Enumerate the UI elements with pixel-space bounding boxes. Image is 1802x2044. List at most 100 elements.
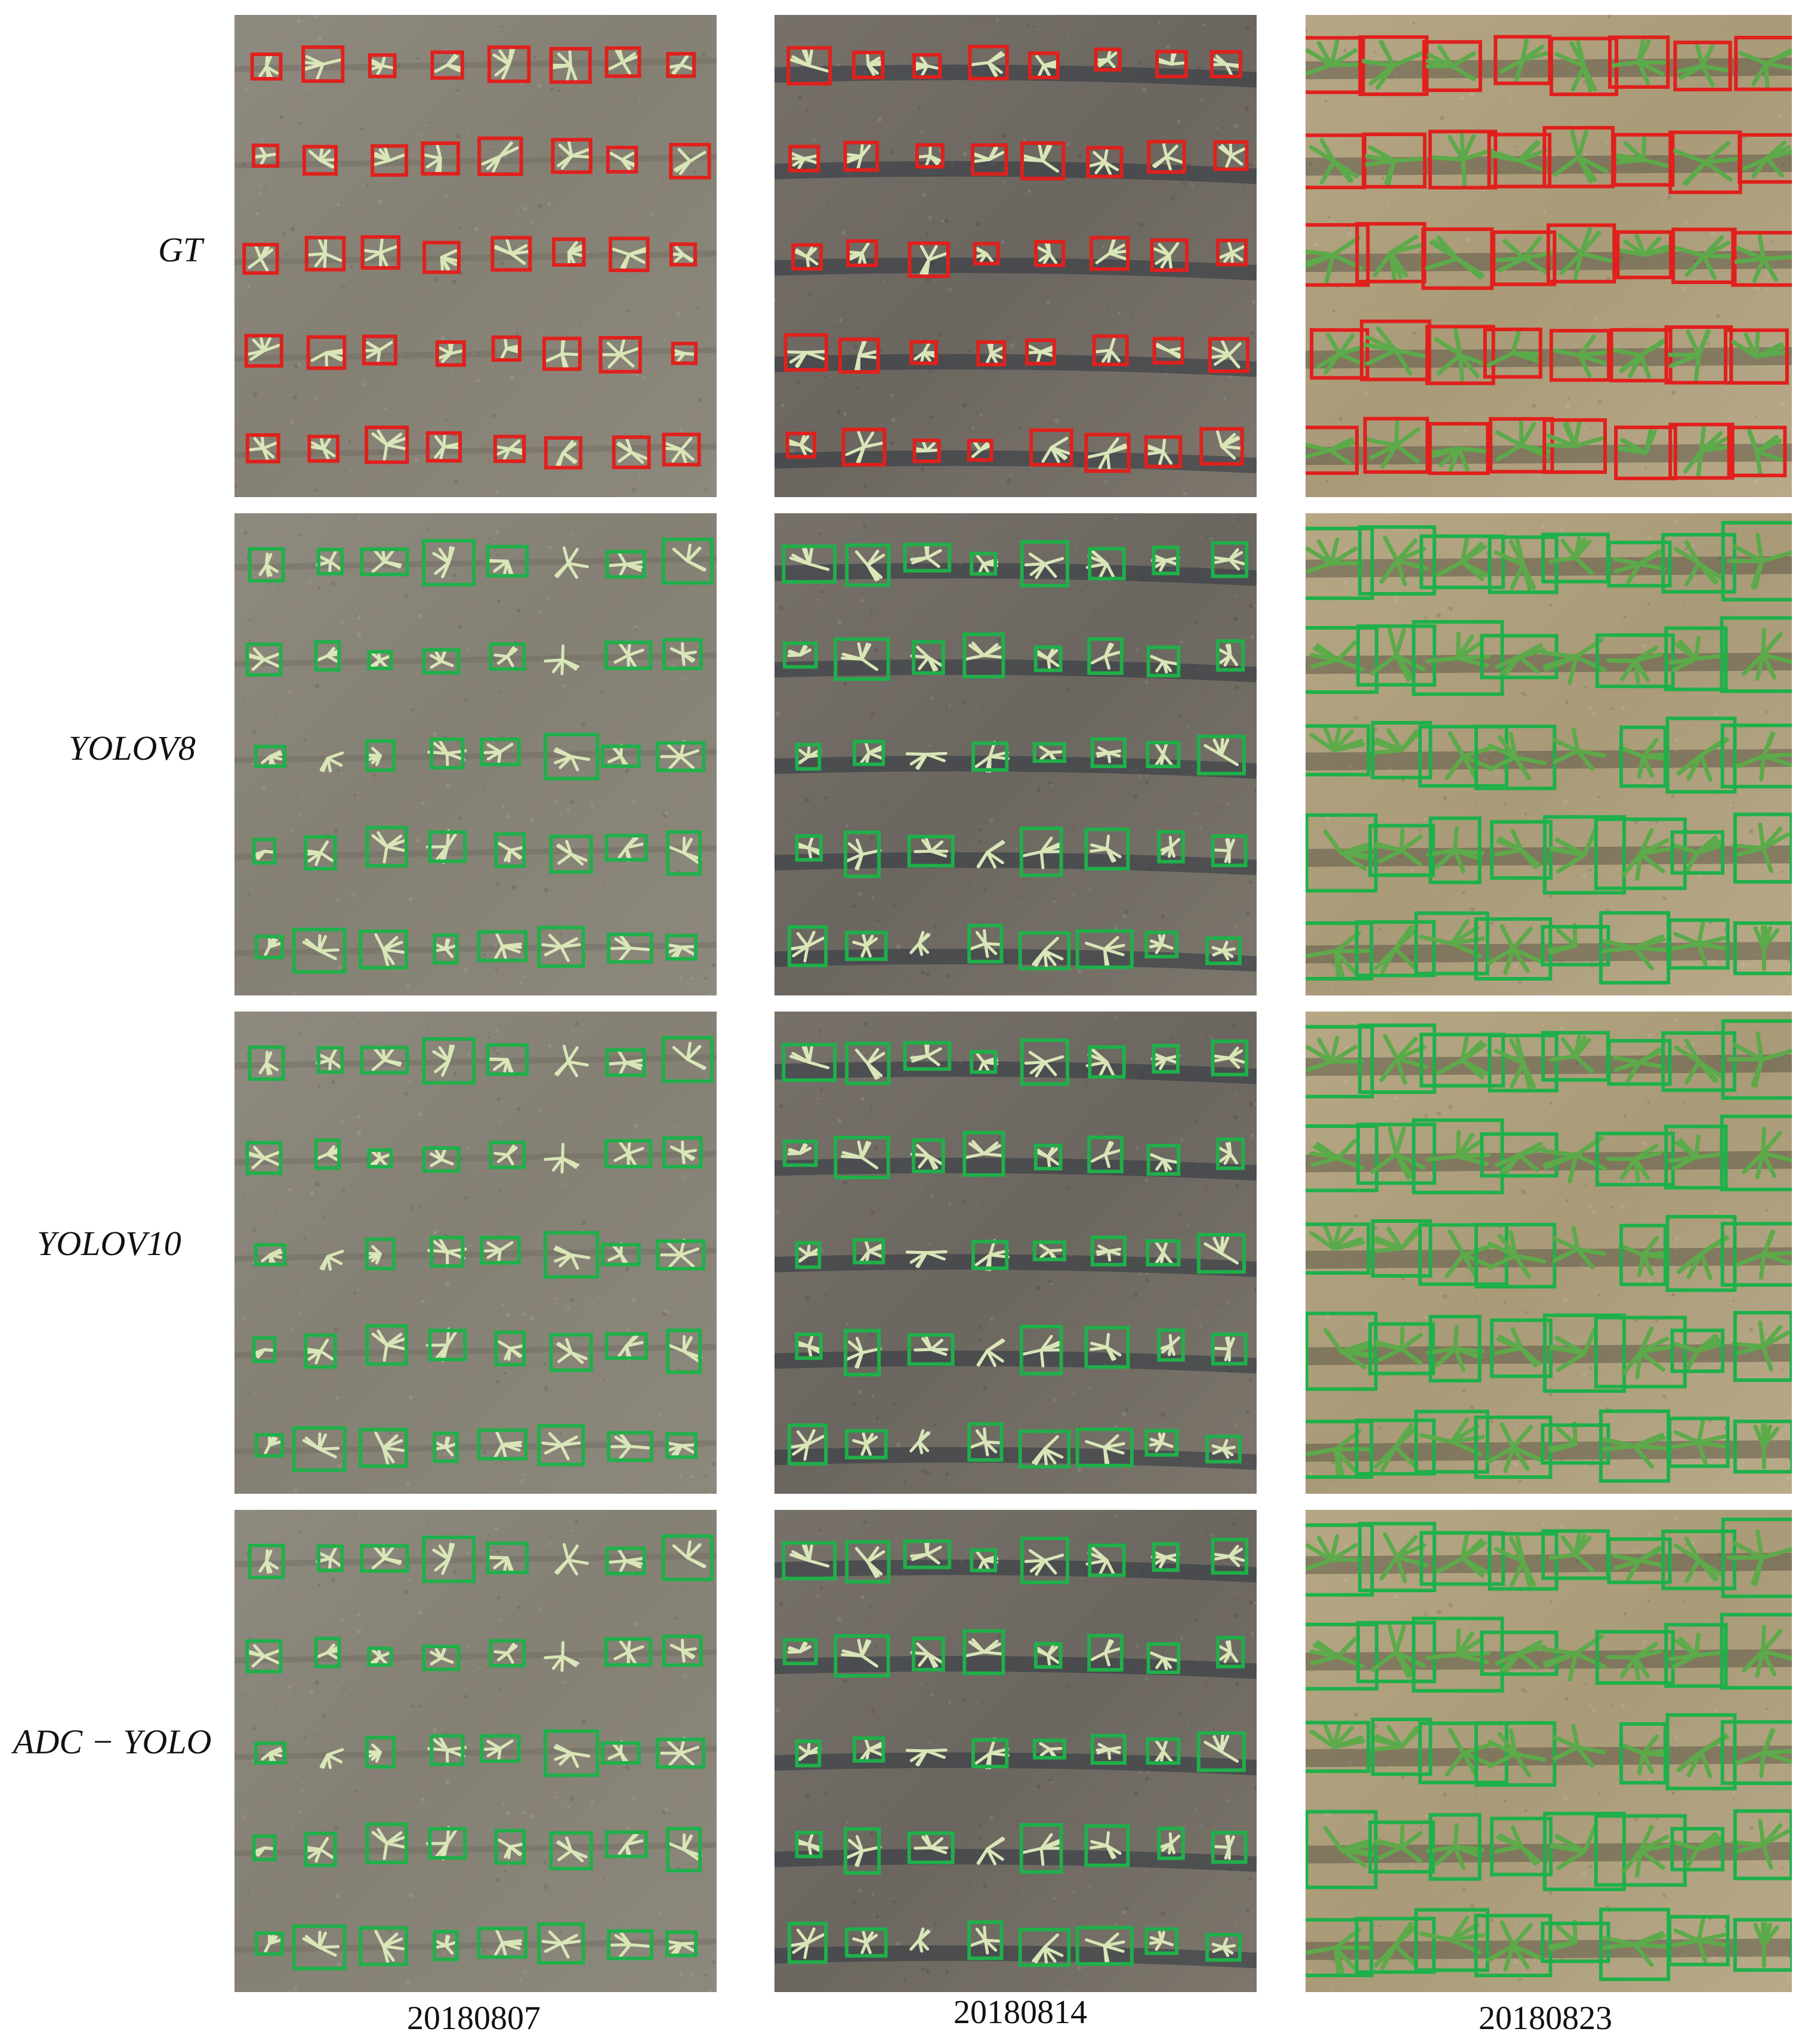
detection-box xyxy=(782,641,818,669)
soil-speck xyxy=(1325,1812,1331,1818)
soil-speck xyxy=(1664,188,1667,190)
plant xyxy=(1436,1533,1489,1578)
soil-speck xyxy=(1002,133,1007,138)
soil-speck xyxy=(520,82,524,86)
soil-speck xyxy=(1765,1208,1769,1212)
plant xyxy=(666,837,702,864)
soil-speck xyxy=(1765,710,1769,714)
soil-speck xyxy=(1691,645,1692,647)
soil-speck xyxy=(1647,1531,1652,1537)
soil-speck xyxy=(1779,1981,1782,1984)
soil-speck xyxy=(925,972,930,977)
soil-speck xyxy=(416,57,419,60)
soil-speck xyxy=(1443,1792,1448,1797)
soil-speck xyxy=(522,1312,526,1317)
plant xyxy=(1747,428,1784,475)
soil-speck xyxy=(594,1053,595,1055)
plant xyxy=(786,433,813,457)
soil-speck xyxy=(1680,1455,1683,1458)
plant xyxy=(1436,1035,1489,1080)
soil-speck xyxy=(590,1302,594,1306)
panel-yolov10-20180814 xyxy=(775,1012,1257,1494)
soil-speck xyxy=(779,605,783,611)
detection-box xyxy=(1146,1239,1181,1267)
soil-speck xyxy=(1701,558,1705,563)
soil-speck xyxy=(1505,690,1508,693)
soil-speck xyxy=(853,1403,856,1407)
soil-speck xyxy=(989,1317,993,1321)
soil-speck xyxy=(1154,1092,1156,1095)
soil-speck xyxy=(1488,47,1490,49)
detection-box xyxy=(1412,1118,1504,1195)
soil-speck xyxy=(997,1634,1001,1638)
plant xyxy=(371,831,408,864)
plant xyxy=(374,1929,405,1963)
soil-speck xyxy=(1230,895,1232,896)
soil-speck xyxy=(1647,1599,1650,1602)
detection-box xyxy=(1418,1721,1508,1784)
detection-box xyxy=(367,650,393,671)
detection-box xyxy=(1211,1537,1249,1575)
soil-speck xyxy=(388,1930,391,1934)
soil-speck xyxy=(1250,1632,1254,1636)
soil-speck xyxy=(1050,1282,1053,1285)
soil-speck xyxy=(1090,1287,1093,1290)
plant xyxy=(371,1827,408,1860)
plant xyxy=(1371,1725,1421,1752)
ground-truth-box xyxy=(1155,50,1188,79)
soil-speck xyxy=(479,673,482,676)
soil-speck xyxy=(1072,1392,1075,1395)
field-image xyxy=(234,1015,717,1494)
plant xyxy=(1086,437,1128,471)
soil-speck xyxy=(1161,1412,1166,1417)
soil-speck xyxy=(890,150,895,155)
plant xyxy=(1486,1422,1542,1473)
detection-box xyxy=(314,640,341,672)
soil-speck xyxy=(409,1080,412,1083)
plant xyxy=(1090,834,1122,863)
detection-box xyxy=(248,1045,285,1081)
soil-speck xyxy=(289,1826,293,1829)
detection-box xyxy=(422,1037,476,1085)
soil-speck xyxy=(681,1590,684,1592)
soil-speck xyxy=(415,1490,416,1491)
soil-speck xyxy=(1090,1786,1093,1788)
soil-speck xyxy=(1785,483,1788,485)
soil-speck xyxy=(1386,201,1389,205)
detection-box xyxy=(665,933,698,961)
plant xyxy=(794,245,819,269)
soil-speck xyxy=(443,954,446,958)
plant xyxy=(607,744,630,769)
plant xyxy=(1362,326,1429,375)
soil-speck xyxy=(824,375,827,378)
plant xyxy=(308,147,337,169)
plant xyxy=(1039,1244,1063,1261)
soil-speck xyxy=(783,1319,786,1321)
soil-speck xyxy=(633,1621,638,1626)
soil-speck xyxy=(1477,1205,1479,1207)
soil-speck xyxy=(537,192,540,195)
plant xyxy=(1218,1142,1239,1165)
shadow-row xyxy=(1306,443,1792,465)
soil-speck xyxy=(309,1191,314,1195)
soil-speck xyxy=(1684,1543,1688,1547)
detection-box xyxy=(1306,1523,1374,1597)
soil-speck xyxy=(1205,1185,1208,1188)
soil-speck xyxy=(615,79,617,82)
soil-speck xyxy=(240,132,242,134)
detection-box xyxy=(666,1328,702,1374)
detection-box xyxy=(655,1737,706,1769)
ground-truth-box xyxy=(360,235,401,270)
plant xyxy=(1550,827,1597,874)
soil-speck xyxy=(1244,106,1249,112)
soil-speck xyxy=(1597,399,1602,403)
soil-speck xyxy=(554,1297,557,1300)
soil-speck xyxy=(530,1316,535,1321)
soil-speck xyxy=(1004,988,1006,989)
soil-speck xyxy=(860,599,865,603)
soil-speck xyxy=(1088,1387,1091,1390)
soil-speck xyxy=(297,19,301,23)
soil-speck xyxy=(340,621,344,625)
soil-speck xyxy=(812,138,816,142)
plant xyxy=(787,1143,811,1155)
